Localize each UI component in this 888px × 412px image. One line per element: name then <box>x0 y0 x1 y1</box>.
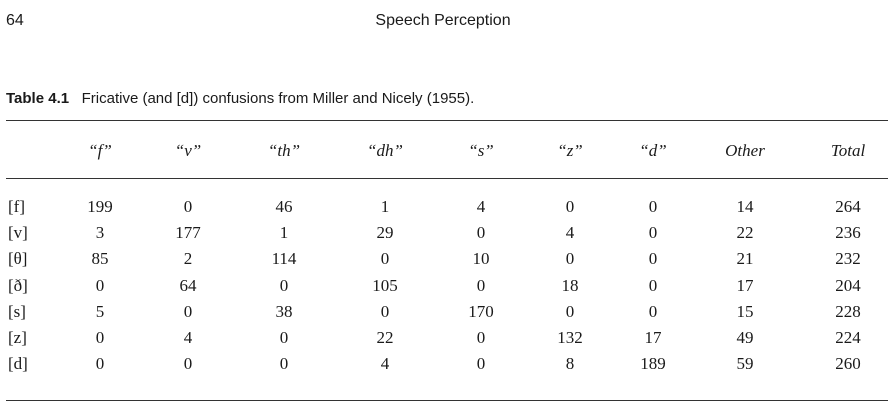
cell-value: 0 <box>95 354 105 374</box>
cell-value: 2 <box>183 249 193 269</box>
cell-value: 17 <box>644 328 662 347</box>
cell-value: 0 <box>476 328 486 347</box>
column-header: “f” <box>88 141 112 160</box>
cell-value: 199 <box>87 197 113 216</box>
cell-value: 132 <box>557 328 583 347</box>
cell-value: 0 <box>183 197 193 216</box>
cell-value: 1 <box>279 223 289 243</box>
cell-value: 4 <box>380 354 390 374</box>
cell-value: 0 <box>95 328 105 347</box>
column-header: “th” <box>267 141 301 160</box>
cell-value: 8 <box>565 354 575 374</box>
table-caption: Fricative (and [d]) confusions from Mill… <box>81 90 475 107</box>
cell-value: 49 <box>736 328 754 347</box>
bottom-rule <box>6 400 888 401</box>
running-title: Speech Perception <box>375 12 511 29</box>
cell-value: 114 <box>271 249 297 269</box>
row-label: [d] <box>8 354 28 374</box>
cell-value: 15 <box>736 301 754 321</box>
column-header: Total <box>830 141 866 160</box>
column-header: Other <box>725 141 765 160</box>
cell-value: 59 <box>736 354 754 374</box>
table-label: Table 4.1 <box>6 90 70 107</box>
cell-value: 64 <box>179 275 197 295</box>
cell-value: 189 <box>640 354 666 374</box>
cell-value: 232 <box>835 249 861 269</box>
cell-value: 46 <box>275 197 293 216</box>
cell-value: 0 <box>183 354 193 374</box>
cell-value: 17 <box>736 275 754 295</box>
cell-value: 0 <box>476 354 486 374</box>
row-label: [θ] <box>8 249 28 269</box>
cell-value: 0 <box>648 223 658 243</box>
cell-value: 29 <box>376 223 394 243</box>
cell-value: 0 <box>476 223 486 243</box>
column-header: “d” <box>639 141 667 160</box>
cell-value: 264 <box>835 197 861 216</box>
cell-value: 0 <box>279 275 289 295</box>
cell-value: 3 <box>95 223 105 243</box>
caption-line: Table 4.1 Fricative (and [d]) confusions… <box>6 90 474 107</box>
cell-value: 177 <box>175 223 201 243</box>
cell-value: 0 <box>95 275 105 295</box>
cell-value: 0 <box>648 275 658 295</box>
cell-value: 236 <box>835 223 861 243</box>
column-header: “dh” <box>367 141 403 160</box>
cell-value: 5 <box>95 301 105 321</box>
cell-value: 260 <box>835 354 861 374</box>
cell-value: 4 <box>183 328 193 347</box>
cell-value: 0 <box>183 301 193 321</box>
cell-value: 0 <box>279 354 289 374</box>
row-label: [s] <box>8 301 26 321</box>
cell-value: 0 <box>648 249 658 269</box>
top-rule <box>6 120 888 121</box>
cell-value: 0 <box>380 249 390 269</box>
cell-value: 85 <box>91 249 109 269</box>
column-header: “z” <box>557 141 583 160</box>
row-label: [z] <box>8 328 27 347</box>
cell-value: 10 <box>472 249 490 269</box>
cell-value: 0 <box>565 249 575 269</box>
cell-value: 0 <box>476 275 486 295</box>
cell-value: 105 <box>372 275 398 295</box>
cell-value: 21 <box>736 249 754 269</box>
cell-value: 4 <box>565 223 575 243</box>
row-label: [ð] <box>8 275 28 295</box>
page-number: 64 <box>6 12 24 29</box>
cell-value: 1 <box>380 197 390 216</box>
header-rule <box>6 178 888 179</box>
row-label: [f] <box>8 197 25 216</box>
cell-value: 0 <box>648 301 658 321</box>
cell-value: 38 <box>275 301 293 321</box>
row-label: [v] <box>8 223 28 243</box>
cell-value: 0 <box>565 197 575 216</box>
cell-value: 204 <box>835 275 861 295</box>
column-header: “v” <box>174 141 202 160</box>
cell-value: 224 <box>835 328 861 347</box>
cell-value: 0 <box>380 301 390 321</box>
cell-value: 0 <box>648 197 658 216</box>
cell-value: 0 <box>565 301 575 321</box>
cell-value: 228 <box>835 301 861 321</box>
column-header: “s” <box>468 141 494 160</box>
cell-value: 4 <box>476 197 486 216</box>
cell-value: 170 <box>468 301 494 321</box>
cell-value: 22 <box>376 328 394 347</box>
cell-value: 18 <box>561 275 579 295</box>
cell-value: 14 <box>736 197 754 216</box>
cell-value: 0 <box>279 328 289 347</box>
cell-value: 22 <box>736 223 754 243</box>
